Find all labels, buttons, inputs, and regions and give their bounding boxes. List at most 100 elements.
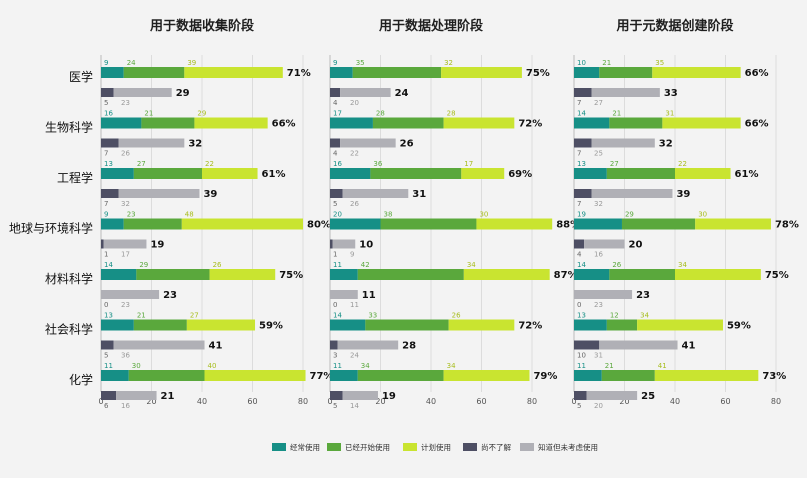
data-label-unknown: 5 — [577, 402, 581, 410]
bar-unknown — [574, 391, 587, 400]
x-tick-label: 40 — [670, 397, 680, 406]
bar-aware — [340, 138, 396, 148]
total-use-label: 69% — [508, 169, 532, 180]
data-label-often: 13 — [104, 160, 113, 168]
bar-often — [330, 319, 366, 331]
data-label-started: 33 — [368, 312, 377, 320]
total-use-label: 59% — [727, 321, 751, 332]
data-label-aware: 26 — [121, 150, 130, 158]
panel-title: 用于元数据创建阶段 — [615, 18, 733, 34]
data-label-planned: 29 — [197, 110, 206, 118]
total-not-label: 28 — [402, 341, 416, 352]
data-label-unknown: 4 — [577, 251, 582, 259]
data-label-planned: 27 — [190, 312, 199, 320]
data-label-unknown: 5 — [333, 200, 337, 208]
bar-often — [574, 67, 600, 78]
bar-aware — [342, 391, 378, 400]
data-label-planned: 26 — [213, 261, 222, 269]
data-label-started: 26 — [612, 261, 621, 269]
bar-often — [574, 218, 622, 230]
data-label-started: 36 — [373, 160, 382, 168]
bar-often — [101, 319, 134, 331]
bar-started — [123, 218, 182, 230]
data-label-aware: 26 — [350, 200, 359, 208]
data-label-started: 21 — [605, 362, 614, 370]
data-label-started: 38 — [384, 211, 393, 219]
data-label-started: 24 — [127, 59, 136, 67]
total-not-label: 39 — [676, 189, 690, 200]
total-not-label: 29 — [176, 88, 190, 99]
bar-aware — [337, 340, 399, 350]
total-use-label: 88% — [556, 220, 580, 231]
data-label-unknown: 3 — [333, 352, 337, 360]
total-use-label: 77% — [310, 371, 334, 382]
data-label-often: 9 — [104, 59, 108, 67]
bar-unknown — [330, 189, 343, 198]
bar-aware — [591, 138, 655, 148]
x-tick-label: 20 — [375, 397, 385, 406]
bar-started — [128, 370, 205, 381]
data-label-often: 16 — [333, 160, 342, 168]
data-label-often: 11 — [333, 261, 342, 269]
bar-aware — [586, 391, 638, 400]
data-label-aware: 23 — [594, 301, 603, 309]
data-label-often: 20 — [333, 211, 342, 219]
total-use-label: 72% — [518, 119, 542, 130]
bar-unknown — [330, 138, 341, 148]
data-label-planned: 17 — [464, 160, 473, 168]
data-label-unknown: 5 — [333, 402, 337, 410]
bar-often — [101, 168, 134, 179]
bar-often — [101, 370, 129, 381]
total-use-label: 71% — [287, 68, 311, 79]
data-label-unknown: 0 — [577, 301, 581, 309]
bar-started — [357, 269, 464, 280]
data-label-started: 27 — [610, 160, 619, 168]
bar-often — [101, 117, 142, 129]
data-label-often: 14 — [577, 110, 586, 118]
data-label-often: 11 — [577, 362, 586, 370]
data-label-often: 16 — [104, 110, 113, 118]
bar-aware — [342, 189, 409, 198]
total-use-label: 66% — [745, 68, 769, 79]
bar-unknown — [101, 239, 104, 249]
data-label-aware: 24 — [350, 352, 359, 360]
bar-often — [101, 218, 124, 230]
total-not-label: 26 — [400, 139, 414, 150]
legend-swatch — [403, 443, 417, 451]
total-not-label: 19 — [382, 391, 396, 402]
bar-unknown — [101, 88, 114, 97]
data-label-planned: 34 — [447, 362, 456, 370]
data-label-planned: 41 — [658, 362, 667, 370]
bar-aware — [113, 340, 205, 350]
bar-often — [574, 319, 607, 331]
bar-started — [123, 67, 185, 78]
data-label-often: 11 — [104, 362, 113, 370]
bar-aware — [118, 189, 200, 198]
data-label-started: 34 — [361, 362, 370, 370]
x-tick-label: 0 — [571, 397, 576, 406]
panel-title: 用于数据收集阶段 — [149, 18, 254, 34]
data-label-often: 9 — [104, 211, 108, 219]
bar-aware — [599, 340, 678, 350]
data-label-aware: 25 — [594, 150, 603, 158]
data-label-started: 35 — [356, 59, 365, 67]
total-use-label: 73% — [762, 371, 786, 382]
total-not-label: 41 — [209, 341, 223, 352]
data-label-aware: 14 — [350, 402, 359, 410]
bar-often — [574, 370, 602, 381]
total-use-label: 61% — [262, 169, 286, 180]
bar-aware — [332, 239, 356, 249]
x-tick-label: 20 — [146, 397, 156, 406]
data-label-aware: 36 — [121, 352, 130, 360]
legend-label: 知道但未考虑使用 — [538, 442, 598, 452]
data-label-unknown: 7 — [577, 150, 581, 158]
bar-aware — [591, 189, 673, 198]
bar-often — [330, 67, 353, 78]
data-label-started: 27 — [137, 160, 146, 168]
total-not-label: 31 — [412, 189, 426, 200]
bar-started — [599, 67, 653, 78]
total-not-label: 32 — [659, 139, 673, 150]
bar-started — [357, 370, 444, 381]
bar-planned — [662, 117, 741, 129]
data-label-often: 9 — [333, 59, 337, 67]
